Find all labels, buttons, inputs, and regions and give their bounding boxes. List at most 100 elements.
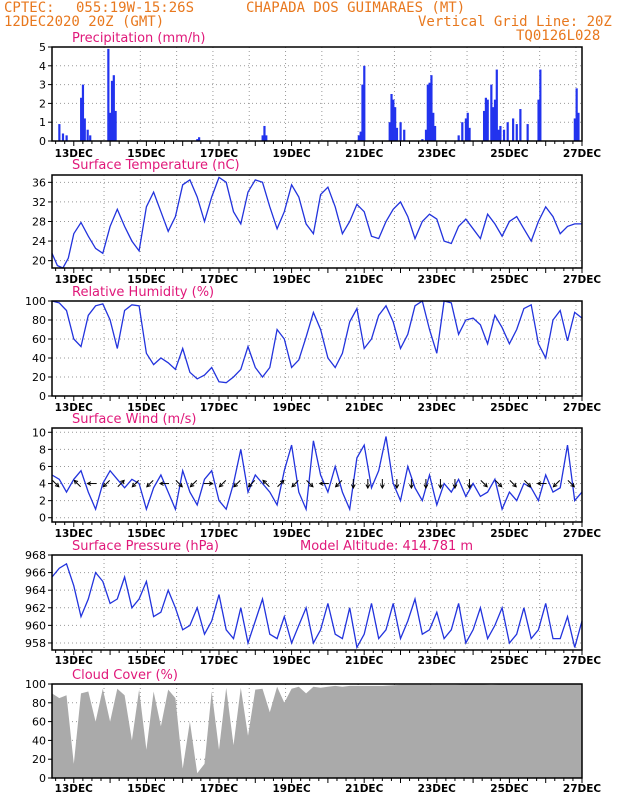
precip-ytick-label: 2 [39,97,46,110]
header-location: CHAPADA DOS GUIMARAES (MT) [246,0,466,16]
pressure-xtick-label: 13DEC [55,655,94,667]
wind-arrow-head [86,481,92,486]
precip-bar [424,129,428,141]
wind-arrow-head [536,481,542,486]
wind-arrow [248,480,256,488]
wind-arrow [306,480,314,488]
precip-bar [114,110,117,141]
wind-arrow-head [365,484,371,490]
rh-ytick-label: 0 [39,390,46,403]
precip-bar [109,112,112,141]
rh-ytick-label: 60 [32,333,46,346]
wind-arrow [190,480,198,488]
precip-bar [89,135,92,141]
precip-bar [502,129,506,141]
precip-bar [515,124,518,141]
wind-arrow-head [158,481,164,486]
precip-bar [426,84,429,141]
wind-xtick-label: 27DEC [563,528,602,540]
wind-line [51,436,583,512]
wind-arrow [335,480,343,488]
cloud-ytick-label: 0 [39,772,46,785]
wind-xtick-label: 13DEC [55,528,94,540]
wind-arrow [262,480,270,488]
precip-bar [575,88,578,141]
temp-ytick-label: 32 [32,196,46,209]
precip-bar [493,99,497,141]
precip-panel [48,46,583,146]
precip-xtick-label: 25DEC [490,148,529,160]
rh-xtick-label: 21DEC [345,402,384,414]
precip-bar [196,139,199,141]
precip-bar [58,124,61,141]
precip-bar [512,118,515,141]
wind-arrow-head [102,482,108,488]
wind-arrow [131,480,140,488]
rh-xtick-label: 27DEC [563,402,602,414]
precip-bar [490,84,493,141]
wind-xtick-label: 23DEC [418,528,457,540]
cloud-xtick-label: 17DEC [200,783,239,795]
rh-xtick-label: 19DEC [272,402,311,414]
header-datetime: 12DEC2020 20Z (GMT) [4,14,165,30]
wind-arrow-head [247,482,253,488]
precip-bar [363,65,366,141]
wind-arrow-head [552,482,558,488]
precip-bar [577,112,580,141]
wind-arrow-head [262,479,267,485]
precip-bar [464,118,468,141]
wind-arrow-head [467,484,472,490]
precip-bar [497,129,500,141]
temp-xtick-label: 23DEC [418,274,457,286]
wind-arrow-head [146,482,151,488]
precip-bar [388,122,391,141]
wind-arrow [553,480,561,488]
wind-arrow-head [208,481,214,486]
rh-ytick-label: 100 [25,295,46,308]
precip-bar [86,129,89,141]
cloud-area [52,684,582,778]
pressure-line [51,562,583,650]
wind-arrow [567,480,575,488]
temp-xtick-label: 19DEC [272,274,311,286]
precip-xtick-label: 15DEC [127,148,166,160]
wind-xtick-label: 15DEC [127,528,166,540]
header-grid-note: Vertical Grid Line: 20Z [418,14,612,30]
wind-arrow [219,480,227,488]
wind-arrow [73,480,81,488]
cloud-ytick-label: 20 [32,753,46,766]
temp-xtick-label: 17DEC [200,274,239,286]
precip-bar [65,135,68,141]
precip-bar [461,122,464,141]
precip-xtick-label: 27DEC [563,148,602,160]
wind-arrow [524,480,532,488]
cloud-frame [51,683,583,779]
cloud-xtick-label: 21DEC [345,783,384,795]
wind-arrow-head [279,479,285,485]
pressure-xtick-label: 27DEC [563,655,602,667]
precip-bar [495,69,498,141]
wind-arrow-head [318,481,324,486]
precip-bar [265,135,268,141]
cloud-xtick-label: 15DEC [127,783,166,795]
cloud-xtick-label: 13DEC [55,783,94,795]
pressure-ytick-label: 960 [25,619,46,632]
pressure-ytick-label: 968 [25,549,46,562]
precip-xtick-label: 19DEC [272,148,311,160]
wind-xtick-label: 25DEC [490,528,529,540]
rh-panel [48,299,583,401]
wind-arrow [480,480,488,488]
wind-arrow-head [291,482,297,488]
wind-arrow [509,480,517,488]
wind-arrow-head [350,484,356,490]
temp-title: Surface Temperature (nC) [72,158,240,173]
rh-xtick-label: 15DEC [127,402,166,414]
precip-bar [80,97,83,141]
cloud-ytick-label: 100 [25,678,46,691]
precip-bar [83,118,86,141]
precip-bar [526,124,529,141]
temp-line [51,176,582,269]
wind-xtick-label: 21DEC [345,528,384,540]
wind-arrow-head [409,484,414,490]
wind-arrow-head [54,482,60,488]
